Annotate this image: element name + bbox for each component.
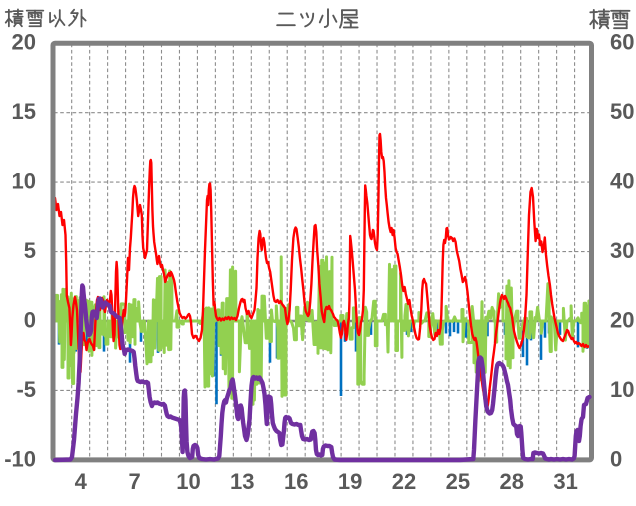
svg-text:28: 28 [499,469,523,494]
svg-text:25: 25 [446,469,470,494]
svg-text:10: 10 [12,169,36,194]
svg-text:40: 40 [610,169,634,194]
svg-text:20: 20 [12,30,36,55]
svg-text:10: 10 [176,469,200,494]
svg-text:0: 0 [610,446,622,471]
svg-text:60: 60 [610,30,634,55]
svg-text:10: 10 [610,377,634,402]
svg-text:22: 22 [392,469,416,494]
svg-text:16: 16 [284,469,308,494]
svg-text:13: 13 [230,469,254,494]
svg-text:19: 19 [338,469,362,494]
svg-text:20: 20 [610,308,634,333]
svg-text:15: 15 [12,99,36,124]
svg-text:31: 31 [553,469,577,494]
svg-text:30: 30 [610,238,634,263]
svg-text:7: 7 [128,469,140,494]
svg-text:-5: -5 [16,377,36,402]
svg-text:5: 5 [24,238,36,263]
svg-text:4: 4 [75,469,88,494]
svg-text:-10: -10 [4,446,36,471]
svg-text:50: 50 [610,99,634,124]
svg-text:0: 0 [24,308,36,333]
